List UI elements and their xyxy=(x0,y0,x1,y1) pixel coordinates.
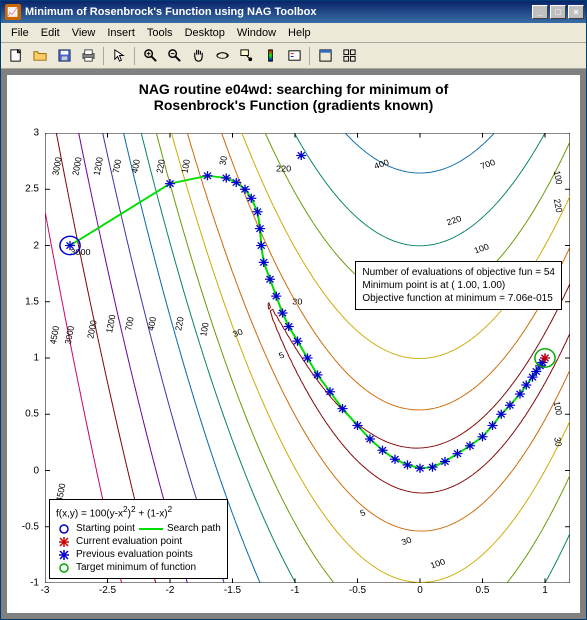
legend: f(x,y) = 100(y-x2)2 + (1-x)2 Starting po… xyxy=(49,499,228,579)
toolbar-separator xyxy=(134,47,135,65)
legend-label: Search path xyxy=(167,522,221,535)
axes: 3022030003000200012007004002201003040070… xyxy=(45,133,570,583)
xtick-label: -1 xyxy=(291,585,300,596)
figure: NAG routine e04wd: searching for minimum… xyxy=(7,75,580,613)
open-icon[interactable] xyxy=(29,45,51,67)
info-line: Objective function at minimum = 7.06e-01… xyxy=(362,292,555,305)
xtick-label: -2.5 xyxy=(99,585,116,596)
xtick-label: -1.5 xyxy=(224,585,241,596)
svg-text:30: 30 xyxy=(217,155,229,166)
print-icon[interactable] xyxy=(77,45,99,67)
legend-label: Current evaluation point xyxy=(76,535,182,548)
menu-view[interactable]: View xyxy=(66,25,102,41)
legend-label: Target minimum of function xyxy=(76,561,196,574)
menu-window[interactable]: Window xyxy=(231,25,282,41)
legend-sym-circle-icon xyxy=(56,562,72,574)
xtick-label: 1 xyxy=(542,585,548,596)
matlab-figure-window: 📈 Minimum of Rosenbrock's Function using… xyxy=(0,0,587,620)
new-figure-icon[interactable] xyxy=(5,45,27,67)
ytick-label: 0.5 xyxy=(25,409,39,420)
xtick-label: -3 xyxy=(41,585,50,596)
colorbar-icon[interactable] xyxy=(259,45,281,67)
toolbar-separator xyxy=(309,47,310,65)
titlebar: 📈 Minimum of Rosenbrock's Function using… xyxy=(1,1,586,23)
info-box: Number of evaluations of objective fun =… xyxy=(355,261,562,310)
pointer-icon[interactable] xyxy=(108,45,130,67)
legend-sym-star-icon xyxy=(56,549,72,561)
maximize-button[interactable]: □ xyxy=(550,5,566,19)
app-icon: 📈 xyxy=(5,4,21,20)
ytick-label: 2.5 xyxy=(25,184,39,195)
legend-row: Previous evaluation points xyxy=(56,548,221,561)
data-cursor-icon[interactable] xyxy=(235,45,257,67)
menu-file[interactable]: File xyxy=(5,25,35,41)
dock-icon[interactable] xyxy=(314,45,336,67)
legend-row: Starting point Search path xyxy=(56,522,221,535)
ytick-label: 0 xyxy=(33,465,39,476)
legend-row: Current evaluation point xyxy=(56,535,221,548)
legend-sym-circle-icon xyxy=(56,523,72,535)
ytick-label: 1 xyxy=(33,353,39,364)
chart-title-line1: NAG routine e04wd: searching for minimum… xyxy=(7,81,580,97)
tile-icon[interactable] xyxy=(338,45,360,67)
svg-text:30: 30 xyxy=(552,437,564,448)
legend-label: Starting point xyxy=(76,522,135,535)
svg-text:3000: 3000 xyxy=(70,247,90,257)
close-button[interactable]: × xyxy=(568,5,584,19)
plot-area: NAG routine e04wd: searching for minimum… xyxy=(1,69,586,619)
legend-sym-line-icon xyxy=(139,525,163,533)
pan-icon[interactable] xyxy=(187,45,209,67)
xtick-label: 0 xyxy=(417,585,423,596)
ytick-label: 2 xyxy=(33,240,39,251)
ytick-label: 1.5 xyxy=(25,296,39,307)
xtick-label: -0.5 xyxy=(349,585,366,596)
menu-edit[interactable]: Edit xyxy=(35,25,66,41)
minimize-button[interactable]: _ xyxy=(532,5,548,19)
window-title: Minimum of Rosenbrock's Function using N… xyxy=(25,6,530,18)
info-line: Minimum point is at ( 1.00, 1.00) xyxy=(362,279,555,292)
menubar: File Edit View Insert Tools Desktop Wind… xyxy=(1,23,586,43)
legend-formula: f(x,y) = 100(y-x2)2 + (1-x)2 xyxy=(56,504,221,520)
toolbar-separator xyxy=(103,47,104,65)
legend-label: Previous evaluation points xyxy=(76,548,193,561)
save-icon[interactable] xyxy=(53,45,75,67)
menu-insert[interactable]: Insert xyxy=(101,25,141,41)
menu-tools[interactable]: Tools xyxy=(141,25,179,41)
legend-icon[interactable] xyxy=(283,45,305,67)
zoom-in-icon[interactable] xyxy=(139,45,161,67)
toolbar xyxy=(1,43,586,69)
chart-title: NAG routine e04wd: searching for minimum… xyxy=(7,75,580,115)
xtick-label: -2 xyxy=(166,585,175,596)
menu-help[interactable]: Help xyxy=(282,25,317,41)
zoom-out-icon[interactable] xyxy=(163,45,185,67)
svg-text:220: 220 xyxy=(276,164,291,174)
ytick-label: -0.5 xyxy=(22,521,39,532)
info-line: Number of evaluations of objective fun =… xyxy=(362,266,555,279)
menu-desktop[interactable]: Desktop xyxy=(179,25,231,41)
chart-title-line2: Rosenbrock's Function (gradients known) xyxy=(7,97,580,113)
legend-sym-star-icon xyxy=(56,536,72,548)
ytick-label: 3 xyxy=(33,128,39,139)
ytick-label: -1 xyxy=(30,578,39,589)
window-controls: _ □ × xyxy=(530,5,584,19)
legend-row: Target minimum of function xyxy=(56,561,221,574)
rotate3d-icon[interactable] xyxy=(211,45,233,67)
xtick-label: 0.5 xyxy=(476,585,490,596)
